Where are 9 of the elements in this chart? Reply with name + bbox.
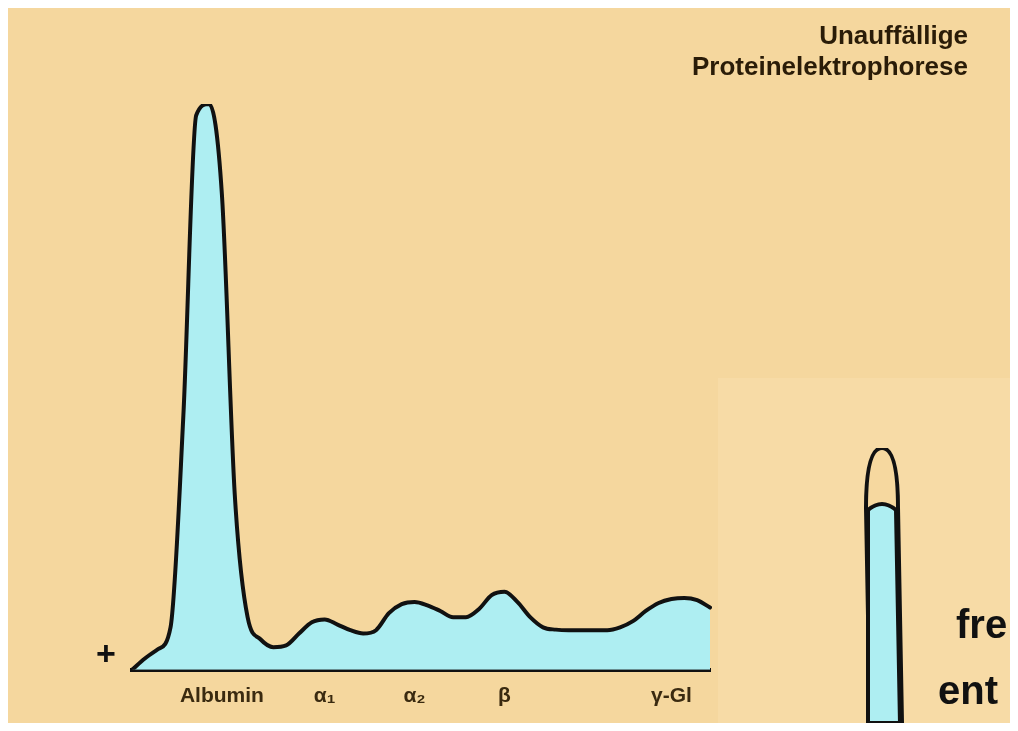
x-tick-label: α₁ — [313, 683, 336, 707]
text: + — [96, 634, 116, 673]
x-tick-label: β — [498, 683, 512, 707]
text: fre — [956, 602, 1008, 647]
text: ent — [938, 668, 998, 713]
x-tick-label: γ-Gl — [651, 683, 692, 707]
x-tick-label: Albumin — [179, 683, 264, 707]
x-tick-label: α₂ — [403, 683, 426, 707]
text: Unauffällige Proteinelektrophorese — [691, 20, 968, 82]
